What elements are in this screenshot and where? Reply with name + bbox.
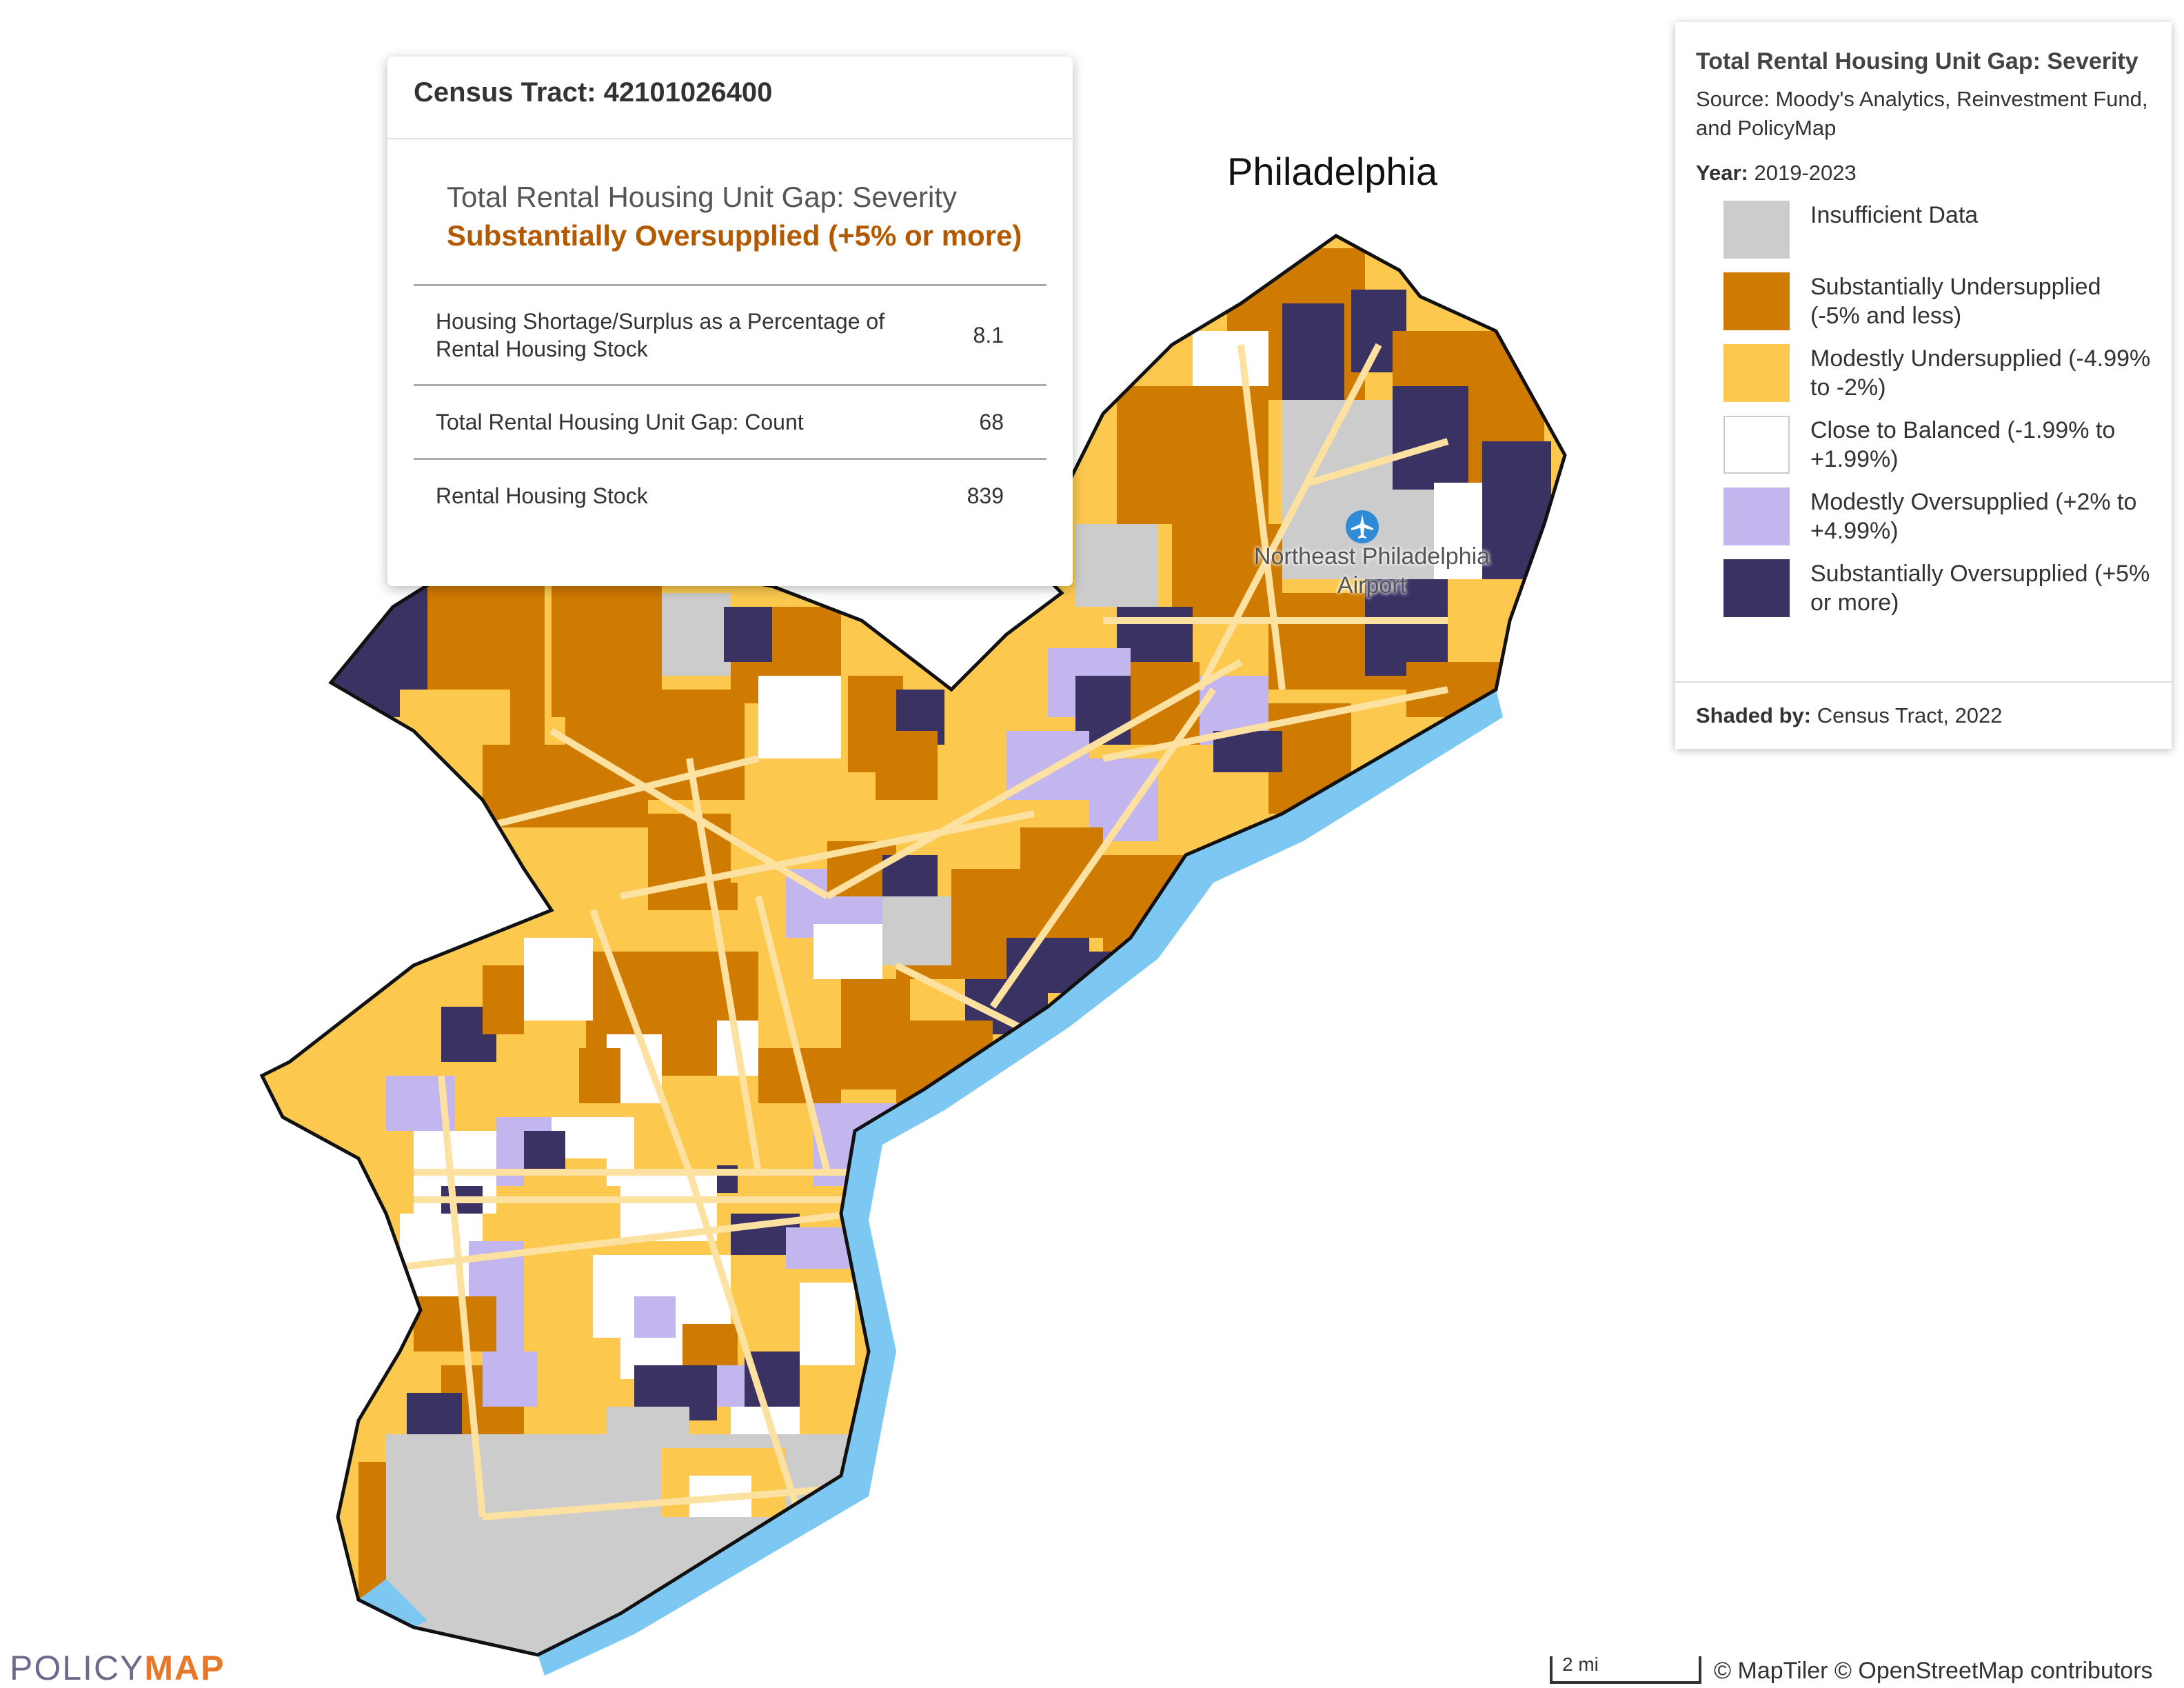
- tract[interactable]: [1365, 579, 1448, 676]
- legend-swatch: [1723, 201, 1790, 259]
- policymap-logo[interactable]: POLICYMAP: [10, 1648, 225, 1688]
- legend-year-value: 2019-2023: [1754, 161, 1857, 185]
- city-label: Philadelphia: [1227, 150, 1438, 193]
- popup-row-value: 8.1: [973, 322, 1004, 348]
- legend-shaded-by: Shaded by: Census Tract, 2022: [1696, 703, 2003, 728]
- tract[interactable]: [758, 676, 841, 758]
- scale-label: 2 mi: [1562, 1654, 1599, 1675]
- tract[interactable]: [552, 579, 662, 717]
- tract[interactable]: [483, 1352, 538, 1407]
- scale-bar: 2 mi: [1550, 1654, 1701, 1684]
- tract[interactable]: [483, 965, 524, 1034]
- tract[interactable]: [524, 1131, 565, 1172]
- popup-row-value: 68: [979, 409, 1004, 434]
- legend-item: Insufficient Data: [1696, 201, 2151, 259]
- tract[interactable]: [724, 607, 772, 662]
- legend-swatch: [1723, 488, 1790, 545]
- legend-shaded-value: Census Tract, 2022: [1817, 703, 2003, 727]
- water-bodies: [358, 690, 1503, 1676]
- tract-info-popup[interactable]: Census Tract: 42101026400 Total Rental H…: [387, 57, 1073, 586]
- legend-item: Close to Balanced (-1.99% to +1.99%): [1696, 416, 2151, 474]
- legend-item: Substantially Oversupplied (+5% or more): [1696, 559, 2151, 617]
- map-attribution[interactable]: © MapTiler © OpenStreetMap contributors: [1714, 1658, 2153, 1684]
- legend-swatch: [1723, 344, 1790, 402]
- airplane-icon: [1346, 510, 1379, 543]
- tract[interactable]: [648, 814, 738, 910]
- legend-swatch: [1723, 416, 1790, 474]
- popup-row: Total Rental Housing Unit Gap: Count 68: [414, 384, 1046, 458]
- tract[interactable]: [662, 593, 731, 676]
- legend-year-label: Year:: [1696, 161, 1748, 185]
- tract[interactable]: [524, 938, 593, 1021]
- legend-item-label: Insufficient Data: [1810, 202, 1979, 228]
- popup-row-value: 839: [967, 483, 1004, 508]
- popup-row-label: Housing Shortage/Surplus as a Percentage…: [436, 309, 885, 361]
- popup-row-label: Total Rental Housing Unit Gap: Count: [436, 410, 804, 434]
- legend-item-label: Substantially Oversupplied (+5% or more): [1810, 561, 2150, 616]
- tract[interactable]: [1117, 386, 1268, 524]
- legend-item-label: Modestly Undersupplied (-4.99% to -2%): [1810, 345, 2151, 401]
- tract[interactable]: [876, 731, 938, 800]
- legend-swatch: [1723, 559, 1790, 617]
- legend-item-label: Modestly Oversupplied (+2% to +4.99%): [1810, 489, 2137, 544]
- tract[interactable]: [1213, 731, 1282, 772]
- popup-row: Rental Housing Stock 839: [414, 458, 1046, 532]
- city-boundary: [259, 234, 1567, 1657]
- legend-title: Total Rental Housing Unit Gap: Severity: [1696, 48, 2138, 74]
- tract[interactable]: [882, 896, 951, 965]
- legend-swatch: [1723, 272, 1790, 330]
- tract[interactable]: [634, 1296, 676, 1338]
- road-network: [385, 343, 1449, 1520]
- popup-row: Housing Shortage/Surplus as a Percentage…: [414, 284, 1046, 384]
- tract[interactable]: [800, 1283, 855, 1365]
- map-legend: Total Rental Housing Unit Gap: Severity …: [1675, 22, 2172, 749]
- airport-label: Northeast Philadelphia Airport: [1253, 543, 1490, 599]
- popup-layer-value: Substantially Oversupplied (+5% or more): [447, 219, 1022, 252]
- popup-layer-name: Total Rental Housing Unit Gap: Severity: [447, 181, 958, 213]
- legend-item: Substantially Undersupplied (-5% and les…: [1696, 272, 2151, 330]
- popup-title: Census Tract: 42101026400: [387, 57, 1073, 139]
- tract[interactable]: [579, 1048, 620, 1103]
- tract[interactable]: [1075, 524, 1158, 607]
- tract[interactable]: [786, 1227, 855, 1269]
- tract[interactable]: [1020, 827, 1103, 938]
- legend-divider: [1675, 681, 2172, 683]
- popup-row-label: Rental Housing Stock: [436, 483, 648, 508]
- logo-text-map: MAP: [144, 1649, 225, 1687]
- logo-text-policy: POLICY: [10, 1649, 145, 1687]
- legend-year: Year: 2019-2023: [1696, 161, 2151, 185]
- legend-source: Source: Moody's Analytics, Reinvestment …: [1696, 87, 2148, 140]
- tract[interactable]: [414, 1296, 496, 1352]
- tract[interactable]: [1393, 386, 1468, 490]
- legend-items: Insufficient Data Substantially Undersup…: [1696, 201, 2151, 617]
- legend-item-label: Substantially Undersupplied (-5% and les…: [1810, 274, 2101, 329]
- tract[interactable]: [813, 924, 882, 979]
- legend-shaded-label: Shaded by:: [1696, 703, 1812, 727]
- legend-item: Modestly Undersupplied (-4.99% to -2%): [1696, 344, 2151, 402]
- legend-item-label: Close to Balanced (-1.99% to +1.99%): [1810, 417, 2116, 472]
- legend-item: Modestly Oversupplied (+2% to +4.99%): [1696, 488, 2151, 545]
